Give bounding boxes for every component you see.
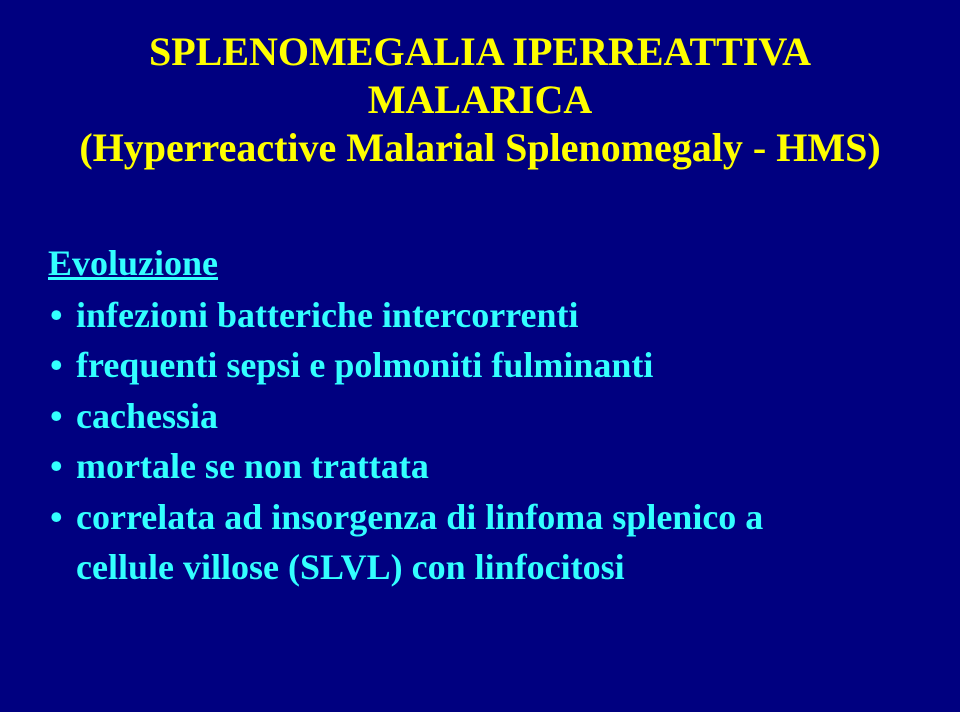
bullet-item: infezioni batteriche intercorrenti xyxy=(48,290,912,340)
section-header: Evoluzione xyxy=(48,242,912,284)
bullet-item: frequenti sepsi e polmoniti fulminanti xyxy=(48,340,912,390)
bullet-item: cachessia xyxy=(48,391,912,441)
slide-title: SPLENOMEGALIA IPERREATTIVA MALARICA (Hyp… xyxy=(48,28,912,172)
bullet-item: correlata ad insorgenza di linfoma splen… xyxy=(48,492,912,542)
title-line-1: SPLENOMEGALIA IPERREATTIVA MALARICA xyxy=(149,29,811,122)
title-line-2: (Hyperreactive Malarial Splenomegaly - H… xyxy=(79,125,880,170)
bullet-continuation: cellule villose (SLVL) con linfocitosi xyxy=(48,542,912,592)
bullet-list: infezioni batteriche intercorrenti frequ… xyxy=(48,290,912,542)
bullet-item: mortale se non trattata xyxy=(48,441,912,491)
